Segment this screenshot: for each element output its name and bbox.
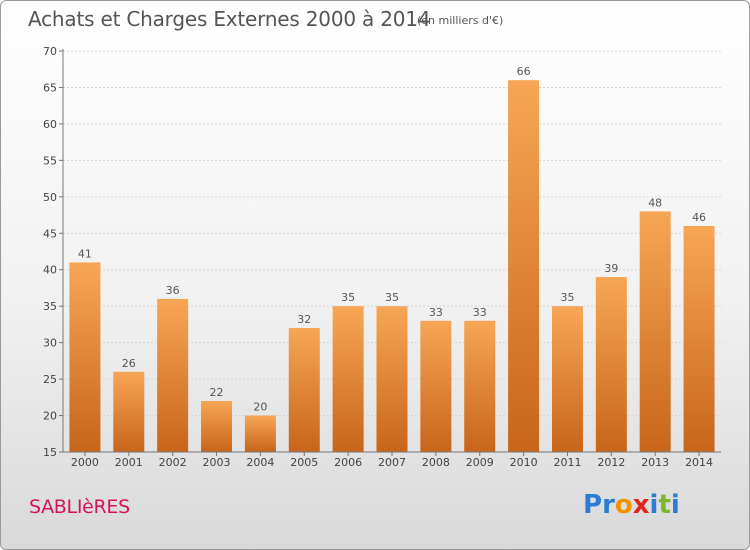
x-tick-label: 2011	[553, 456, 581, 469]
y-tick-label: 65	[43, 81, 57, 94]
value-label: 22	[210, 386, 224, 399]
chart-title: Achats et Charges Externes 2000 à 2014	[28, 7, 431, 31]
logo-letter: i	[649, 490, 659, 520]
y-tick-label: 60	[43, 118, 57, 131]
x-tick-label: 2010	[510, 456, 538, 469]
bar	[508, 80, 540, 452]
x-tick-label: 2013	[641, 456, 669, 469]
value-label: 66	[517, 65, 531, 78]
bar	[157, 298, 189, 452]
x-tick-label: 2014	[685, 456, 713, 469]
proxiti-logo[interactable]: Proxiti	[583, 490, 680, 520]
y-tick-label: 45	[43, 227, 57, 240]
bar	[639, 211, 671, 452]
bar	[595, 277, 627, 452]
y-tick-label: 20	[43, 410, 57, 423]
x-tick-label: 2012	[597, 456, 625, 469]
y-tick-label: 55	[43, 154, 57, 167]
y-tick-label: 35	[43, 300, 57, 313]
x-tick-label: 2005	[290, 456, 318, 469]
logo-letter: x	[632, 490, 650, 520]
chart-unit: (en milliers d'€)	[417, 14, 504, 27]
value-label: 36	[166, 284, 180, 297]
y-tick-label: 40	[43, 264, 57, 277]
value-label: 35	[560, 291, 574, 304]
x-tick-label: 2000	[71, 456, 99, 469]
logo-letter: r	[602, 490, 615, 520]
y-tick-label: 70	[43, 45, 57, 58]
value-label: 35	[385, 291, 399, 304]
y-tick-label: 15	[43, 446, 57, 459]
value-label: 20	[253, 401, 267, 414]
bar	[332, 306, 364, 452]
bar	[201, 400, 233, 452]
value-label: 48	[648, 196, 662, 209]
value-label: 33	[429, 306, 443, 319]
y-tick-label: 30	[43, 337, 57, 350]
x-tick-label: 2002	[159, 456, 187, 469]
value-label: 33	[473, 306, 487, 319]
y-tick-label: 25	[43, 373, 57, 386]
value-label: 39	[604, 262, 618, 275]
bar	[376, 306, 408, 452]
x-tick-label: 2001	[115, 456, 143, 469]
value-label: 32	[297, 313, 311, 326]
bar	[69, 262, 101, 452]
x-tick-label: 2007	[378, 456, 406, 469]
x-tick-label: 2003	[203, 456, 231, 469]
bar	[551, 306, 583, 452]
logo-letter: P	[583, 490, 603, 520]
bar	[113, 371, 145, 452]
logo-letter: t	[658, 490, 671, 520]
bar	[683, 225, 715, 452]
x-tick-label: 2009	[466, 456, 494, 469]
x-tick-label: 2004	[246, 456, 274, 469]
logo-letter: i	[670, 490, 680, 520]
x-tick-label: 2006	[334, 456, 362, 469]
value-label: 26	[122, 357, 136, 370]
bar	[244, 415, 276, 452]
bar	[464, 320, 496, 452]
value-label: 41	[78, 247, 92, 260]
y-tick-label: 50	[43, 191, 57, 204]
x-tick-label: 2008	[422, 456, 450, 469]
bar	[288, 328, 320, 452]
value-label: 35	[341, 291, 355, 304]
value-label: 46	[692, 211, 706, 224]
place-name: SABLIèRES	[29, 496, 130, 518]
bar	[420, 320, 452, 452]
logo-letter: o	[614, 490, 633, 520]
